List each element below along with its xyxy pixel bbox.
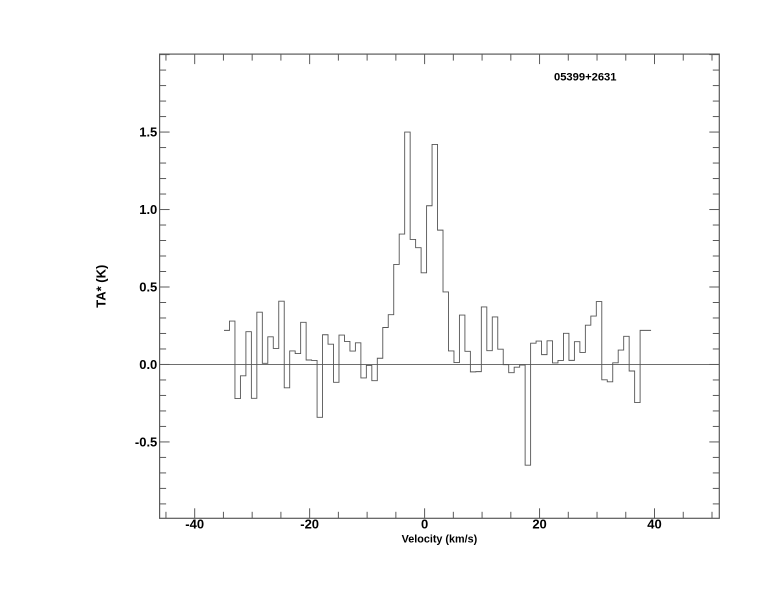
svg-text:0: 0 (421, 516, 428, 531)
svg-text:TA* (K): TA* (K) (94, 265, 109, 308)
svg-text:40: 40 (647, 516, 661, 531)
svg-text:0.5: 0.5 (139, 279, 157, 294)
svg-text:0.0: 0.0 (139, 357, 157, 372)
svg-text:-40: -40 (185, 516, 204, 531)
svg-text:-20: -20 (300, 516, 319, 531)
svg-text:1.5: 1.5 (139, 125, 157, 140)
svg-text:20: 20 (532, 516, 546, 531)
svg-text:1.0: 1.0 (139, 202, 157, 217)
svg-text:-0.5: -0.5 (135, 434, 157, 449)
svg-text:05399+2631: 05399+2631 (554, 72, 617, 84)
svg-text:Velocity (km/s): Velocity (km/s) (402, 534, 478, 546)
